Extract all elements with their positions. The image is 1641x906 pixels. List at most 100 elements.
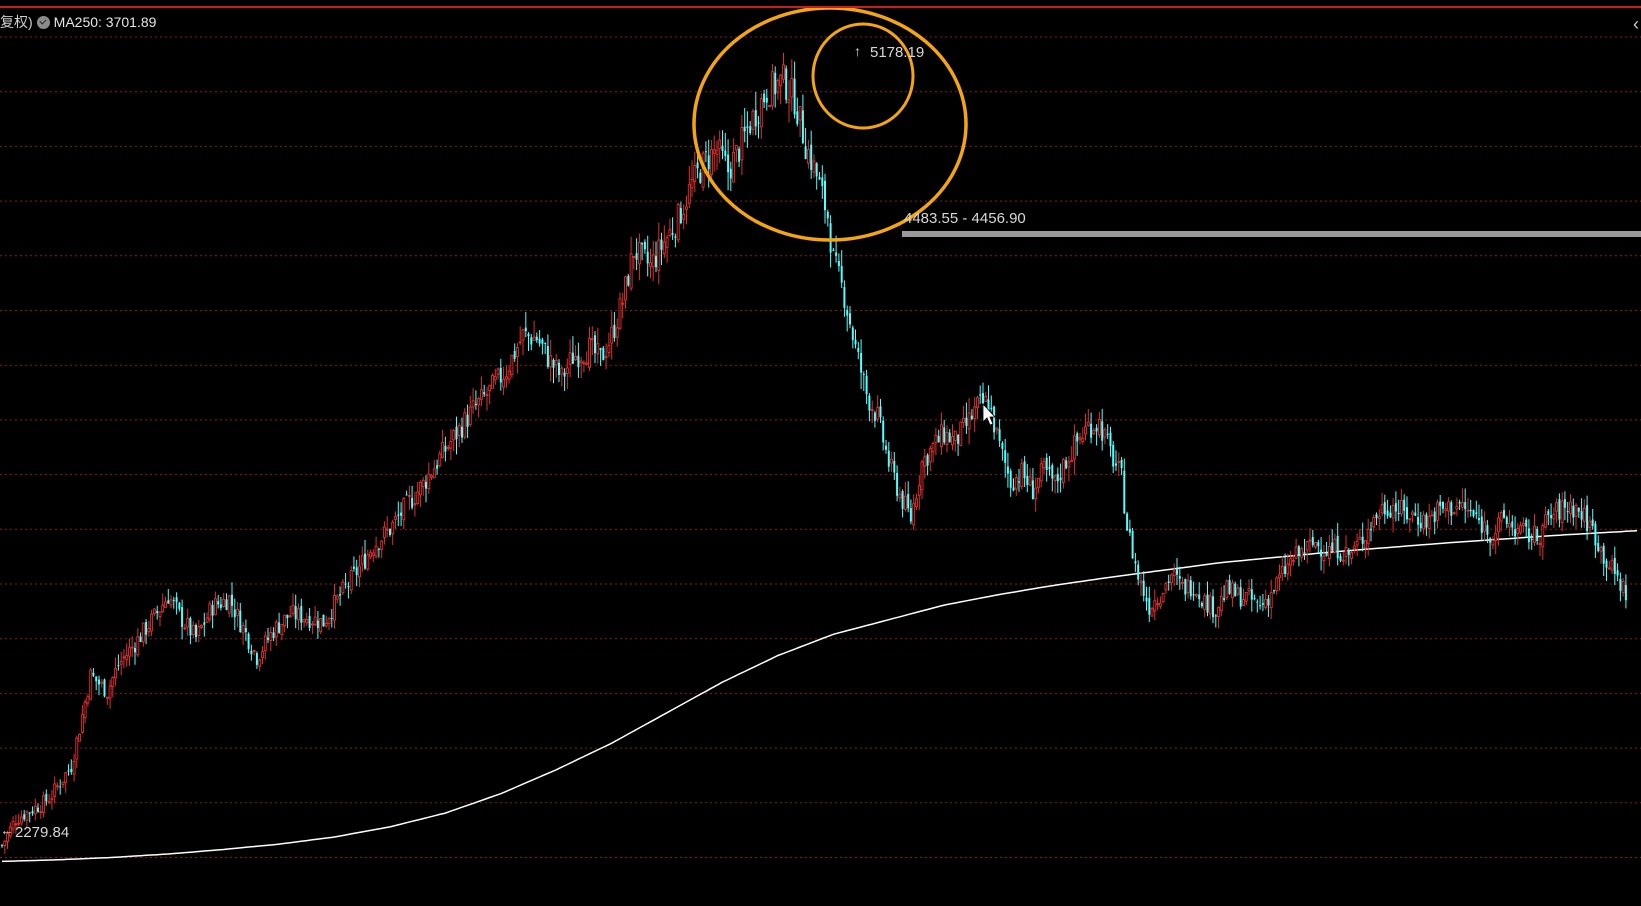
candlestick <box>1339 553 1342 563</box>
candlestick <box>75 735 79 769</box>
candle-body <box>95 676 98 682</box>
highlight-circle-outer <box>692 6 968 242</box>
candlestick <box>1469 499 1472 517</box>
candle-body <box>1286 563 1290 575</box>
candle-body <box>186 618 190 628</box>
candlestick <box>1167 574 1170 591</box>
candle-body <box>1092 429 1096 435</box>
candle-body <box>1081 437 1085 442</box>
candle-body <box>310 623 314 626</box>
candlestick <box>1391 498 1395 533</box>
candlestick <box>231 582 233 618</box>
candlestick <box>513 343 516 362</box>
candlestick <box>790 59 794 112</box>
candlestick <box>1131 528 1134 559</box>
candle-body <box>1217 606 1221 618</box>
candlestick <box>565 358 569 390</box>
candlestick <box>421 477 425 496</box>
candle-body <box>1586 505 1589 531</box>
candlestick <box>67 764 70 776</box>
candlestick <box>1294 538 1298 560</box>
candle-body <box>1597 543 1600 552</box>
candle-body <box>860 352 863 373</box>
corner-arrow-icon[interactable]: ‹ <box>1633 14 1639 34</box>
candle-body <box>1383 502 1386 515</box>
candle-body <box>1436 502 1439 521</box>
candlestick <box>380 540 384 558</box>
candle-body <box>1023 461 1026 479</box>
candlestick-series <box>1 52 1627 854</box>
candlestick <box>1331 529 1334 552</box>
candle-body <box>463 412 467 438</box>
candlestick <box>1472 509 1475 518</box>
candlestick <box>1286 553 1290 581</box>
candle-body <box>1397 513 1400 514</box>
candlestick <box>704 141 707 162</box>
candlestick <box>1489 536 1492 557</box>
candlestick <box>868 393 871 422</box>
candle-body <box>1239 587 1242 607</box>
candle-body <box>1289 558 1293 566</box>
candle-body <box>272 632 275 639</box>
candle-body <box>1186 579 1190 594</box>
candlestick <box>657 222 661 285</box>
candle-body <box>1176 568 1178 575</box>
candlestick <box>1397 499 1400 521</box>
candlestick <box>1067 456 1071 482</box>
candlestick <box>195 623 197 643</box>
candlestick <box>1158 596 1162 609</box>
candlestick <box>1530 533 1533 550</box>
candle-body <box>134 648 136 653</box>
candle-body <box>217 601 220 605</box>
candle-body <box>1466 509 1470 512</box>
candle-body <box>213 598 217 616</box>
candle-body <box>308 615 311 628</box>
check-icon[interactable] <box>36 15 50 29</box>
candle-body <box>61 781 65 785</box>
candle-body <box>374 545 378 557</box>
candle-body <box>629 253 633 289</box>
candlestick <box>239 602 242 633</box>
candlestick <box>1086 408 1090 427</box>
candle-body <box>1389 512 1392 518</box>
candle-body <box>1344 546 1348 557</box>
adjust-mode-label[interactable]: 复权) <box>0 14 33 30</box>
candle-body <box>1172 570 1176 577</box>
candlestick <box>1605 558 1608 581</box>
candle-body <box>1101 421 1104 441</box>
candlestick <box>1419 511 1422 532</box>
candlestick <box>754 92 757 136</box>
candlestick <box>563 368 566 391</box>
candle-body <box>1499 512 1503 522</box>
candle-body <box>898 493 902 499</box>
candle-body <box>1541 525 1545 547</box>
candle-body <box>349 569 353 591</box>
candle-body <box>364 553 366 569</box>
candle-body <box>1560 500 1564 523</box>
candle-body <box>1106 433 1109 435</box>
candle-body <box>967 412 971 430</box>
candle-body <box>294 606 297 620</box>
candlestick <box>1247 579 1251 596</box>
candle-body <box>136 636 140 656</box>
candle-body <box>1012 487 1015 491</box>
candle-body <box>832 249 835 251</box>
candle-body <box>571 352 574 364</box>
candlestick <box>862 371 865 391</box>
candlestick <box>734 144 738 163</box>
candle-body <box>818 177 821 180</box>
candle-body <box>912 503 916 526</box>
candlestick <box>455 416 458 455</box>
candle-body <box>801 110 804 144</box>
candle-body <box>421 479 425 488</box>
candlestick <box>139 632 142 643</box>
candle-body <box>297 607 300 621</box>
candle-body <box>150 613 154 632</box>
candlestick <box>1137 560 1140 586</box>
candlestick <box>887 442 890 472</box>
candlestick <box>1452 511 1456 516</box>
candlestick <box>19 810 23 826</box>
candle-body <box>549 355 553 368</box>
candle-body <box>903 495 907 510</box>
